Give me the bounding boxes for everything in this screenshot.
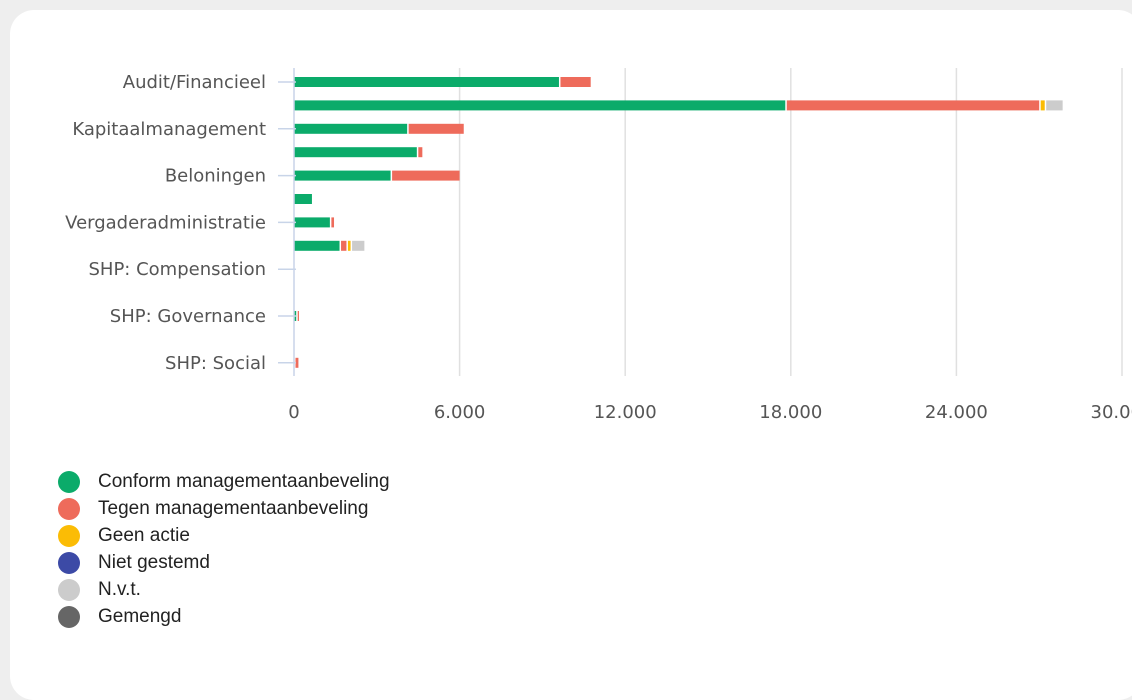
legend-item[interactable]: Geen actie bbox=[58, 522, 390, 549]
bar-row bbox=[294, 77, 591, 87]
legend-swatch bbox=[58, 524, 80, 547]
legend-item[interactable]: Niet gestemd bbox=[58, 549, 390, 576]
x-tick-label: 30.000 bbox=[1091, 402, 1132, 423]
x-tick-label: 24.000 bbox=[925, 402, 988, 423]
bar-segment bbox=[295, 357, 299, 368]
legend-swatch bbox=[58, 497, 80, 520]
legend-item[interactable]: Conform managementaanbeveling bbox=[58, 468, 390, 495]
bar-segment bbox=[560, 77, 591, 87]
legend: Conform managementaanbeveling Tegen manag… bbox=[58, 468, 390, 630]
bar-segment bbox=[341, 240, 347, 251]
bar-segment bbox=[786, 100, 1040, 111]
bar-segment bbox=[294, 77, 559, 87]
bar-segment bbox=[294, 123, 408, 134]
legend-swatch bbox=[58, 470, 80, 493]
y-tick-label: SHP: Social bbox=[165, 353, 266, 374]
bar-segment bbox=[294, 147, 417, 158]
bar-row bbox=[294, 240, 365, 251]
legend-swatch bbox=[58, 551, 80, 574]
legend-swatch bbox=[58, 578, 80, 601]
legend-item[interactable]: N.v.t. bbox=[58, 576, 390, 603]
bar-segment bbox=[297, 311, 299, 321]
bar-chart: 0 6.000 12.000 18.000 24.000 30.000 Audit/Fina… bbox=[65, 68, 1132, 423]
y-tick-label: SHP: Governance bbox=[110, 306, 266, 327]
bar-row bbox=[294, 217, 335, 228]
bar-segment bbox=[408, 123, 464, 134]
legend-label: Conform managementaanbeveling bbox=[98, 470, 390, 492]
chart-card: 0 6.000 12.000 18.000 24.000 30.000 Audit/Fina… bbox=[10, 10, 1132, 700]
bar-segment bbox=[331, 217, 335, 228]
bar-segment bbox=[352, 240, 365, 251]
legend-item[interactable]: Gemengd bbox=[58, 603, 390, 630]
axes: 0 6.000 12.000 18.000 24.000 30.000 Audit/Fina… bbox=[65, 68, 1132, 423]
legend-item[interactable]: Tegen managementaanbeveling bbox=[58, 495, 390, 522]
bar-segment bbox=[418, 147, 423, 158]
legend-label: Niet gestemd bbox=[98, 551, 210, 573]
bar-row bbox=[294, 147, 423, 158]
bar-segment bbox=[1040, 100, 1045, 111]
bar-row bbox=[294, 194, 312, 204]
y-tick-label: Beloningen bbox=[165, 166, 266, 187]
y-tick-label: SHP: Compensation bbox=[88, 259, 266, 280]
y-tick-label: Kapitaalmanagement bbox=[72, 119, 266, 140]
bar-row bbox=[294, 123, 464, 134]
bar-segment bbox=[347, 240, 351, 251]
x-tick-label: 6.000 bbox=[434, 402, 486, 423]
legend-label: Tegen managementaanbeveling bbox=[98, 497, 369, 519]
x-tick-label: 0 bbox=[288, 402, 299, 423]
x-tick-label: 18.000 bbox=[759, 402, 822, 423]
bars bbox=[294, 77, 1063, 368]
y-tick-label: Audit/Financieel bbox=[123, 72, 266, 93]
legend-label: Gemengd bbox=[98, 605, 182, 627]
bar-row bbox=[294, 170, 460, 181]
bar-segment bbox=[392, 170, 460, 181]
bar-segment bbox=[294, 194, 312, 204]
legend-label: Geen actie bbox=[98, 524, 190, 546]
legend-label: N.v.t. bbox=[98, 578, 141, 600]
bar-row bbox=[294, 100, 1063, 111]
y-tick-label: Vergaderadministratie bbox=[65, 212, 266, 233]
bar-row bbox=[295, 357, 299, 368]
bar-segment bbox=[294, 240, 340, 251]
legend-swatch bbox=[58, 605, 80, 628]
bar-segment bbox=[294, 170, 391, 181]
bar-segment bbox=[294, 217, 330, 228]
grid-lines bbox=[458, 68, 1123, 376]
bar-segment bbox=[294, 100, 786, 111]
bar-segment bbox=[1046, 100, 1063, 111]
x-tick-label: 12.000 bbox=[594, 402, 657, 423]
